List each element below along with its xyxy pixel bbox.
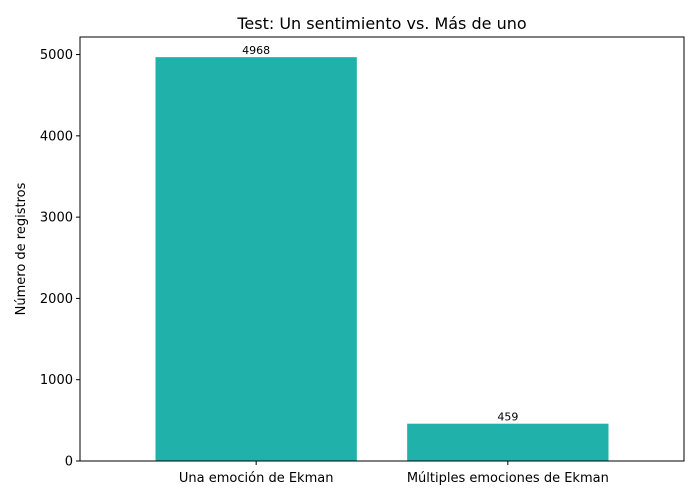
y-axis-label: Número de registros — [14, 182, 29, 315]
y-tick-label-4: 3000 — [40, 211, 73, 226]
x-axis: Una emoción de Ekman Múltiples emociones … — [179, 461, 609, 486]
bar-value-label-2: 459 — [497, 411, 518, 424]
y-tick-label-1: 0 — [65, 455, 73, 470]
x-tick-label-1: Una emoción de Ekman — [179, 471, 334, 486]
plot-frame — [79, 36, 685, 462]
bar-1 — [155, 57, 357, 461]
chart-title: Test: Un sentimiento vs. Más de uno — [236, 14, 526, 33]
bar-value-label-1: 4968 — [242, 44, 270, 57]
y-tick-label-6: 5000 — [40, 48, 73, 63]
y-tick-label-2: 1000 — [40, 373, 73, 388]
x-tick-label-2: Múltiples emociones de Ekman — [407, 471, 609, 486]
y-tick-label-5: 4000 — [40, 129, 73, 144]
bars-group: 4968 459 — [155, 44, 609, 461]
y-axis: 0 1000 2000 3000 4000 5000 — [40, 48, 80, 470]
bar-2 — [407, 423, 609, 461]
y-tick-label-3: 2000 — [40, 292, 73, 307]
